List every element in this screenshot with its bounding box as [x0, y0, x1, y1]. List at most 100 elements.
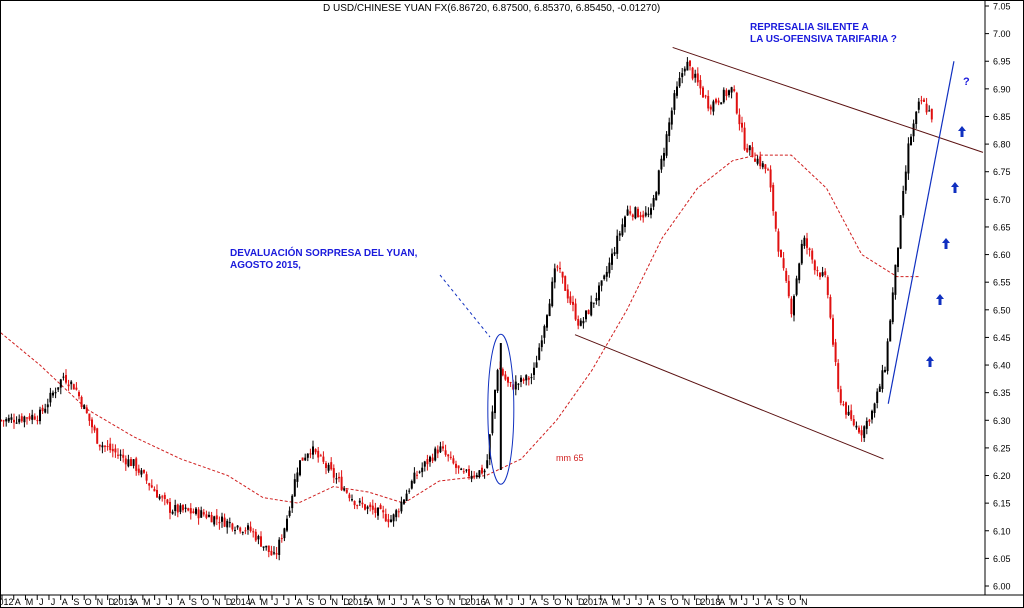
candle-body [920, 100, 923, 102]
candle-body [826, 277, 829, 295]
candle-body [790, 298, 793, 315]
candle-body [587, 310, 590, 315]
candle-body [192, 511, 195, 514]
candle-body [171, 511, 174, 514]
candle-body [293, 479, 296, 497]
candle-body [195, 508, 197, 514]
candle-body [694, 73, 697, 78]
candle-body [832, 318, 834, 345]
candle-body [410, 481, 413, 489]
candle-body [330, 462, 333, 470]
candle-body [733, 89, 736, 92]
x-tick-label: M [613, 597, 621, 607]
rally-trendline [887, 61, 955, 404]
y-tick-label: 6.25 [993, 443, 1011, 453]
candle-body [13, 419, 15, 423]
candle-body [611, 253, 613, 265]
x-tick-label: O [85, 597, 92, 607]
candle-body [564, 276, 567, 291]
candle-body [837, 363, 840, 389]
annotation-retaliation-line1: REPRESALIA SILENTE A [750, 22, 869, 33]
candle-body [808, 248, 811, 251]
x-tick-label: J [743, 597, 748, 607]
candle-body [275, 552, 278, 555]
candle-body [468, 468, 470, 477]
candle-body [577, 319, 580, 326]
candle-body [288, 510, 291, 517]
x-tick-label: O [319, 597, 326, 607]
candle-body [678, 77, 681, 87]
candle-body [707, 95, 710, 109]
x-tick-label: A [602, 597, 608, 607]
candle-body [338, 476, 340, 479]
candle-body [751, 147, 754, 158]
candle-body [449, 456, 452, 458]
candles [0, 57, 933, 561]
candle-body [878, 386, 881, 392]
x-tick-label: A [132, 597, 138, 607]
candle-body [865, 420, 868, 429]
candle-body [114, 448, 117, 453]
y-tick-label: 6.75 [993, 167, 1011, 177]
candle-body [886, 341, 889, 372]
candle-body [2, 420, 5, 422]
candle-body [215, 515, 218, 520]
candle-body [257, 536, 260, 540]
candle-body [254, 531, 257, 541]
candle-body [813, 260, 816, 271]
candle-body [507, 377, 509, 383]
y-tick-label: 6.45 [993, 333, 1011, 343]
candle-body [455, 463, 457, 468]
candle-body [910, 136, 912, 146]
candle-body [486, 460, 489, 468]
y-tick-label: 6.05 [993, 554, 1011, 564]
candle-body [574, 303, 577, 320]
candle-body [312, 446, 314, 455]
candle-body [538, 347, 541, 360]
candle-body [397, 511, 400, 513]
x-tick-label: D [695, 597, 702, 607]
candle-body [309, 453, 312, 455]
candle-body [218, 522, 221, 524]
candle-body [366, 506, 369, 509]
candle-body [540, 340, 543, 348]
candle-body [473, 475, 476, 477]
candle-body [605, 271, 608, 277]
candle-body [91, 419, 93, 428]
candle-body [148, 483, 151, 486]
candle-body [561, 271, 564, 278]
candle-body [647, 213, 650, 215]
candle-body [41, 407, 44, 412]
annotation-retaliation: REPRESALIA SILENTE A LA US-OFENSIVA TARI… [750, 22, 950, 46]
up-arrow-icon [926, 356, 934, 367]
x-tick-label: M [261, 597, 269, 607]
candle-body [600, 280, 603, 286]
y-tick-label: 6.20 [993, 471, 1011, 481]
candle-body [390, 519, 392, 522]
x-tick-label: A [296, 597, 302, 607]
up-arrow-icon [942, 238, 950, 249]
candle-body [491, 411, 494, 434]
candle-body [559, 267, 561, 270]
candle-body [122, 454, 125, 458]
candle-body [119, 454, 122, 456]
candle-body [715, 99, 717, 103]
candle-body [923, 99, 925, 102]
candle-body [26, 417, 28, 419]
candle-body [912, 123, 915, 137]
candle-body [447, 454, 450, 457]
candle-body [626, 209, 629, 216]
candle-body [535, 362, 538, 368]
x-tick-label: M [495, 597, 503, 607]
candle-body [748, 145, 751, 151]
candle-body [644, 212, 647, 216]
candle-body [210, 514, 213, 523]
candle-body [442, 446, 444, 449]
candle-body [283, 528, 286, 539]
x-tick-label: A [766, 597, 772, 607]
candle-body [873, 403, 876, 414]
candle-body [819, 272, 821, 277]
annotation-retaliation-line2: LA US-OFENSIVA TARIFARIA ? [750, 34, 897, 45]
y-tick-label: 7.05 [993, 2, 1011, 12]
